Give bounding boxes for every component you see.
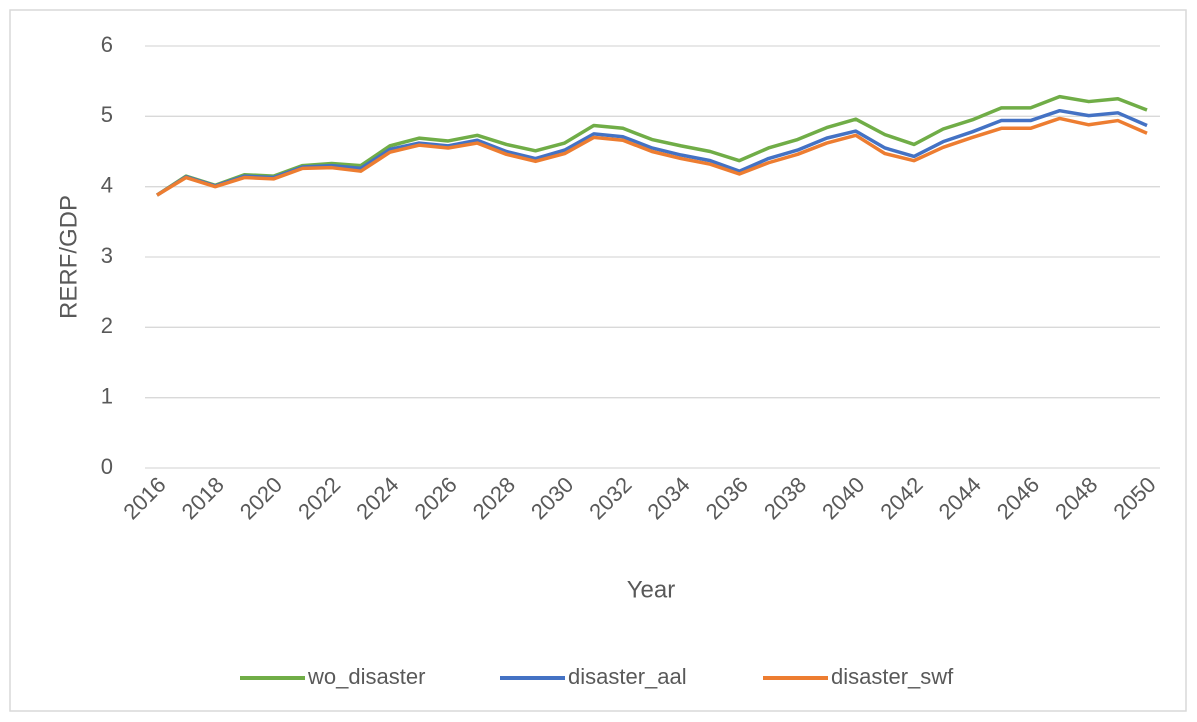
y-tick-label: 0 (101, 454, 113, 479)
legend-label: disaster_aal (568, 664, 687, 689)
y-tick-label: 4 (101, 172, 113, 197)
y-tick-label: 2 (101, 313, 113, 338)
series-line (156, 94, 1148, 197)
x-axis-label: Year (627, 576, 676, 603)
y-tick-label: 3 (101, 243, 113, 268)
series-line (156, 108, 1148, 197)
y-tick-label: 6 (101, 32, 113, 57)
series-line (156, 116, 1148, 197)
y-axis-label: RERF/GDP (55, 195, 82, 319)
y-tick-label: 1 (101, 383, 113, 408)
y-tick-label: 5 (101, 102, 113, 127)
legend-label: wo_disaster (307, 664, 425, 689)
chart-frame (9, 9, 1187, 712)
legend-label: disaster_swf (831, 664, 954, 689)
